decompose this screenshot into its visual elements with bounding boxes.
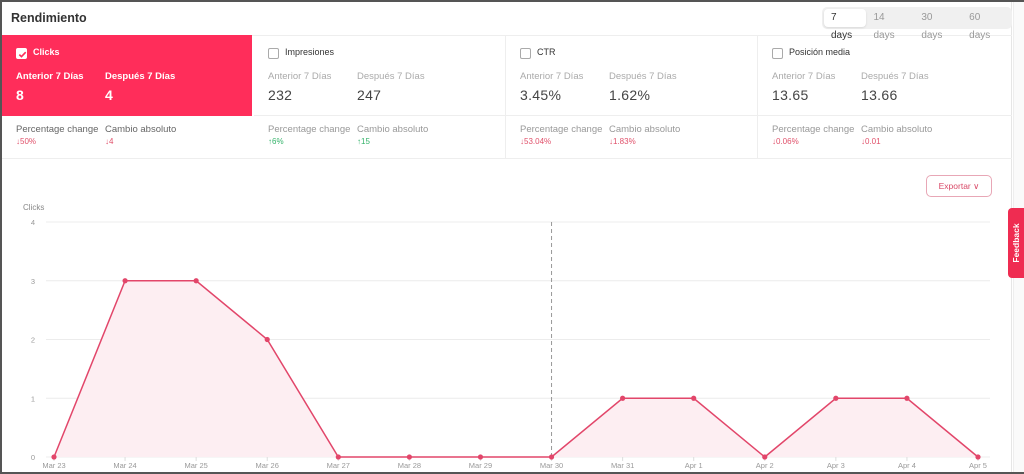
percentage-change-label: Percentage change [520, 124, 603, 135]
next-period-label: Después 7 Días [357, 71, 425, 82]
absolute-change-value: ↓0.01 [861, 137, 881, 146]
previous-period-label: Anterior 7 Días [772, 71, 836, 82]
previous-period-value: 3.45% [520, 87, 562, 103]
data-point [51, 454, 57, 460]
y-tick-label: 2 [31, 336, 35, 345]
metric-summary: Impresiones Anterior 7 Días Después 7 Dí… [254, 35, 505, 116]
feedback-tab[interactable]: Feedback [1008, 208, 1024, 278]
data-point [833, 395, 839, 401]
x-tick-label: Mar 28 [398, 461, 421, 470]
percentage-change-value: ↓0.06% [772, 137, 799, 146]
absolute-change-value: ↓1.83% [609, 137, 636, 146]
x-tick-label: Apr 4 [898, 461, 916, 470]
metric-checkbox-impressions[interactable] [268, 48, 279, 59]
page-title: Rendimiento [11, 11, 87, 25]
metric-summary: Clicks Anterior 7 Días Después 7 Días 8 … [2, 35, 252, 116]
percentage-change-label: Percentage change [268, 124, 351, 135]
x-tick-label: Mar 27 [327, 461, 350, 470]
data-point [975, 454, 981, 460]
metric-name: Impresiones [285, 47, 335, 57]
next-period-value: 13.66 [861, 87, 898, 103]
x-tick-label: Apr 5 [969, 461, 987, 470]
percentage-change-label: Percentage change [772, 124, 855, 135]
previous-period-label: Anterior 7 Días [16, 71, 84, 82]
metric-checkbox-ctr[interactable] [520, 48, 531, 59]
previous-period-label: Anterior 7 Días [520, 71, 584, 82]
absolute-change-value: ↑15 [357, 137, 370, 146]
date-range-selector: 7 days 14 days 30 days 60 days [822, 7, 1012, 41]
data-point [691, 395, 697, 401]
previous-period-value: 232 [268, 87, 293, 103]
y-tick-label: 1 [31, 394, 35, 403]
next-period-value: 4 [105, 87, 114, 103]
x-tick-label: Mar 26 [256, 461, 279, 470]
y-tick-label: 3 [31, 277, 35, 286]
data-point [904, 395, 910, 401]
x-tick-label: Mar 30 [540, 461, 563, 470]
data-point [122, 278, 128, 284]
y-tick-label: 4 [31, 218, 35, 227]
data-point [477, 454, 484, 460]
panel-header: Rendimiento 7 days 14 days 30 days 60 da… [2, 2, 1012, 41]
percentage-change-value: ↑6% [268, 137, 284, 146]
metric-name: Clicks [33, 47, 60, 57]
data-point [193, 278, 199, 284]
clicks-line [53, 280, 979, 458]
previous-period-label: Anterior 7 Días [268, 71, 332, 82]
metric-name: CTR [537, 47, 556, 57]
absolute-change-value: ↓4 [105, 137, 114, 146]
export-button[interactable]: Exportar ∨ [926, 175, 992, 197]
previous-period-value: 13.65 [772, 87, 809, 103]
x-tick-label: Apr 3 [827, 461, 845, 470]
y-tick-label: 0 [31, 453, 35, 462]
metric-card-average-position[interactable]: Posición media Anterior 7 Días Después 7… [758, 35, 1012, 159]
x-tick-label: Apr 1 [685, 461, 703, 470]
next-period-value: 1.62% [609, 87, 651, 103]
absolute-change-label: Cambio absoluto [105, 124, 177, 135]
metric-card-clicks[interactable]: Clicks Anterior 7 Días Después 7 Días 8 … [2, 35, 254, 159]
percentage-change-value: ↓53.04% [520, 137, 552, 146]
metric-checkbox-average-position[interactable] [772, 48, 783, 59]
range-7-days[interactable]: 7 days [824, 9, 867, 41]
absolute-change-label: Cambio absoluto [861, 124, 933, 135]
x-tick-label: Mar 25 [184, 461, 207, 470]
next-period-label: Después 7 Días [861, 71, 929, 82]
x-tick-label: Mar 23 [42, 461, 65, 470]
range-30-days[interactable]: 30 days [921, 12, 943, 41]
percentage-change-label: Percentage change [16, 124, 99, 135]
area-fill [54, 280, 978, 457]
next-period-label: Después 7 Días [105, 71, 176, 82]
y-axis-title: Clicks [23, 203, 45, 212]
metric-card-ctr[interactable]: CTR Anterior 7 Días Después 7 Días 3.45%… [506, 35, 758, 159]
range-14-days[interactable]: 14 days [873, 12, 895, 41]
absolute-change-label: Cambio absoluto [609, 124, 681, 135]
x-tick-label: Mar 29 [469, 461, 492, 470]
previous-period-value: 8 [16, 87, 25, 103]
x-tick-label: Mar 31 [611, 461, 634, 470]
check-icon [18, 51, 27, 58]
metric-name: Posición media [789, 47, 851, 57]
data-point [548, 454, 555, 460]
metric-cards: Clicks Anterior 7 Días Después 7 Días 8 … [2, 35, 1012, 159]
x-tick-label: Mar 24 [113, 461, 136, 470]
data-point [264, 336, 270, 343]
absolute-change-label: Cambio absoluto [357, 124, 429, 135]
x-tick-label: Apr 2 [756, 461, 774, 470]
data-point [335, 454, 341, 460]
metric-summary: Posición media Anterior 7 Días Después 7… [758, 35, 1012, 116]
data-point [620, 395, 626, 401]
next-period-label: Después 7 Días [609, 71, 677, 82]
data-point [762, 454, 768, 460]
percentage-change-value: ↓50% [16, 137, 37, 146]
metric-card-impressions[interactable]: Impresiones Anterior 7 Días Después 7 Dí… [254, 35, 506, 159]
range-60-days[interactable]: 60 days [969, 12, 991, 41]
data-point [406, 454, 412, 460]
metric-checkbox-clicks[interactable] [16, 48, 27, 59]
next-period-value: 247 [357, 87, 382, 103]
feedback-label: Feedback [1011, 223, 1021, 263]
metric-summary: CTR Anterior 7 Días Después 7 Días 3.45%… [506, 35, 757, 116]
